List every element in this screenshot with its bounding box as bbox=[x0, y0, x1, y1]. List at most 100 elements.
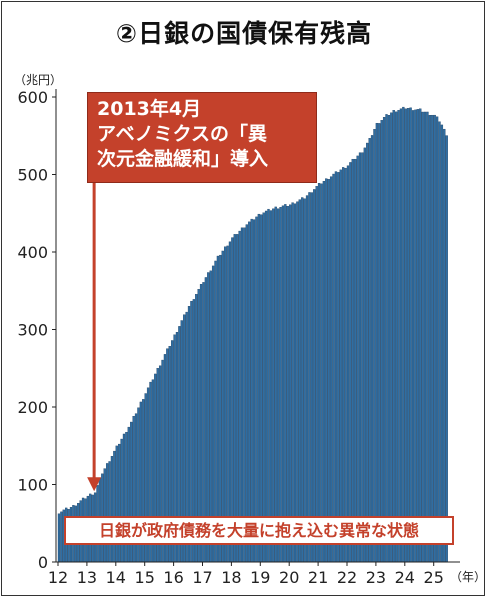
x-tick-label: 18 bbox=[221, 568, 241, 587]
y-tick-label: 600 bbox=[17, 88, 48, 107]
bar bbox=[57, 513, 61, 563]
x-tick-label: 23 bbox=[366, 568, 386, 587]
summary-banner: 日銀が政府債務を大量に抱え込む異常な状態 bbox=[64, 516, 454, 545]
bar bbox=[293, 203, 297, 563]
bar bbox=[105, 463, 109, 563]
bar bbox=[419, 108, 422, 563]
bar bbox=[416, 109, 419, 563]
bar bbox=[428, 115, 432, 563]
callout-line-3: 次元金融緩和」導入 bbox=[97, 148, 269, 170]
chart-title: ②日銀の国債保有残高 bbox=[115, 19, 373, 48]
x-tick-label: 16 bbox=[163, 568, 183, 587]
bar bbox=[426, 111, 429, 563]
bar bbox=[382, 117, 386, 563]
bar bbox=[390, 112, 393, 563]
annotation-arrow bbox=[87, 183, 102, 492]
bar bbox=[305, 195, 309, 563]
bar bbox=[375, 123, 379, 563]
bar bbox=[313, 189, 316, 563]
bar bbox=[250, 218, 253, 563]
bar bbox=[231, 237, 234, 563]
bar bbox=[310, 192, 314, 563]
bar bbox=[243, 227, 246, 563]
bar bbox=[344, 167, 347, 563]
bar bbox=[289, 204, 292, 563]
bar bbox=[414, 109, 417, 563]
y-tick-label: 200 bbox=[17, 398, 48, 417]
bar bbox=[346, 165, 350, 563]
x-tick-label: 24 bbox=[395, 568, 415, 587]
x-tick-label: 13 bbox=[77, 568, 97, 587]
bar bbox=[272, 208, 275, 563]
bar bbox=[303, 198, 306, 563]
bar bbox=[332, 173, 335, 563]
chart-axes: 0 100 200 300 400 500 600 12 13 14 15 16 17 18 19 20 21 2… bbox=[17, 88, 486, 587]
bar bbox=[60, 511, 63, 563]
bar bbox=[320, 183, 323, 563]
bar bbox=[108, 461, 111, 563]
bar bbox=[267, 208, 270, 563]
y-tick-label: 100 bbox=[17, 476, 48, 495]
bar bbox=[380, 120, 383, 563]
y-axis-unit-label: （兆円） bbox=[14, 73, 63, 87]
bar bbox=[329, 176, 333, 563]
bar bbox=[421, 111, 424, 563]
bar bbox=[342, 167, 345, 563]
y-tick-label: 300 bbox=[17, 321, 48, 340]
x-tick-label: 20 bbox=[279, 568, 299, 587]
bar bbox=[308, 192, 311, 563]
x-axis-unit-label: （年） bbox=[450, 570, 486, 584]
x-tick-label: 17 bbox=[192, 568, 212, 587]
bar bbox=[358, 152, 362, 563]
bar bbox=[378, 123, 381, 563]
bar bbox=[411, 110, 415, 563]
bar bbox=[248, 221, 251, 563]
bar bbox=[354, 158, 357, 563]
bar bbox=[409, 107, 412, 563]
bar bbox=[276, 208, 280, 563]
bar bbox=[363, 147, 366, 563]
bar bbox=[110, 456, 114, 563]
x-tick-label: 12 bbox=[48, 568, 68, 587]
bar bbox=[238, 230, 241, 563]
bar bbox=[245, 224, 248, 563]
bar bbox=[334, 171, 338, 563]
bar bbox=[440, 124, 444, 563]
x-tick-label: 15 bbox=[135, 568, 155, 587]
bar bbox=[233, 234, 236, 563]
y-tick-label: 500 bbox=[17, 166, 48, 185]
bar bbox=[257, 213, 261, 563]
bar bbox=[368, 138, 371, 563]
x-tick-label: 21 bbox=[308, 568, 328, 587]
bar bbox=[397, 110, 400, 563]
bar bbox=[431, 114, 434, 563]
bar bbox=[279, 207, 282, 563]
bar bbox=[370, 135, 374, 563]
bar bbox=[339, 169, 342, 563]
bar bbox=[385, 114, 388, 563]
bar bbox=[325, 178, 328, 563]
bar bbox=[366, 142, 369, 563]
bar bbox=[327, 179, 330, 563]
bar bbox=[252, 219, 256, 563]
bar bbox=[361, 152, 364, 563]
bar bbox=[387, 115, 391, 563]
bar bbox=[223, 246, 227, 563]
bar bbox=[298, 199, 301, 563]
bar bbox=[317, 183, 321, 563]
bar bbox=[269, 210, 273, 563]
bar bbox=[443, 128, 446, 563]
x-tick-label: 25 bbox=[424, 568, 444, 587]
bar bbox=[226, 245, 229, 563]
bar bbox=[445, 135, 448, 563]
bar bbox=[286, 205, 289, 563]
y-tick-label: 0 bbox=[38, 553, 48, 572]
bar bbox=[337, 172, 340, 563]
bar bbox=[264, 210, 268, 563]
callout-line-2: アベノミクスの「異 bbox=[97, 123, 268, 145]
bar bbox=[373, 129, 376, 563]
bar bbox=[255, 216, 258, 563]
bar bbox=[113, 450, 116, 563]
bar bbox=[433, 114, 436, 563]
callout-line-1: 2013年4月 bbox=[97, 98, 202, 120]
